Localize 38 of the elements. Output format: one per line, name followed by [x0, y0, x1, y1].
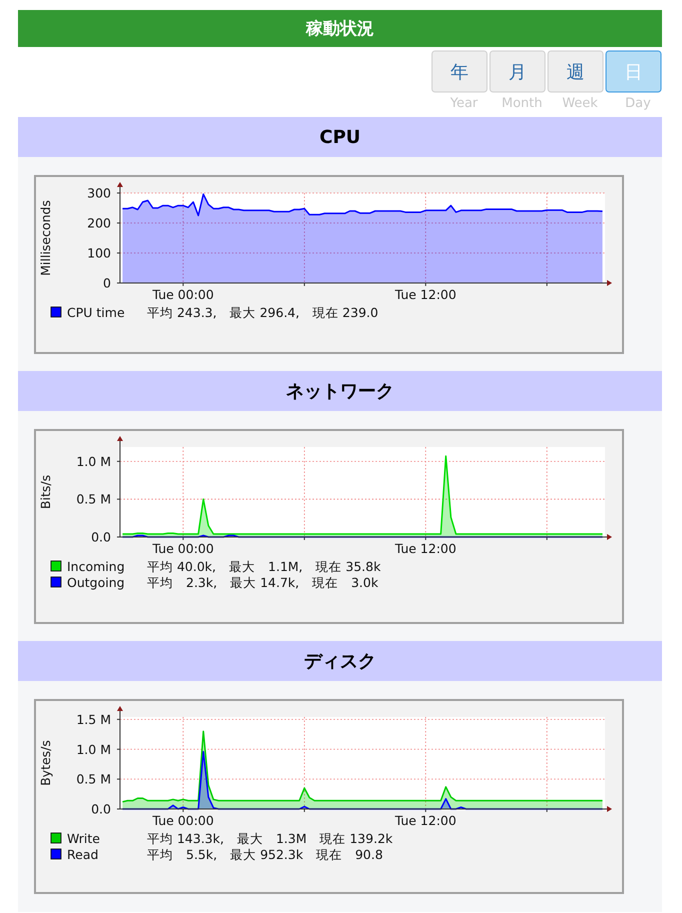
- y-axis-title: Bytes/s: [38, 740, 53, 786]
- y-tick-label: 0.0: [91, 802, 112, 816]
- y-axis-title: Milliseconds: [38, 200, 53, 276]
- x-tick-label: Tue 12:00: [394, 813, 456, 828]
- y-tick-label: 0: [103, 276, 112, 290]
- text: 月: [508, 62, 526, 83]
- y-tick-label: 1.0 M: [76, 742, 111, 757]
- x-tick-label: Tue 12:00: [394, 287, 456, 302]
- text: 平均 2.3k, 最大 14.7k, 現在 3.0k: [147, 575, 379, 590]
- legend-label: CPU time: [67, 305, 125, 320]
- x-tick-label: Tue 00:00: [151, 813, 214, 828]
- text: 平均 243.3, 最大 296.4, 現在 239.0: [147, 305, 378, 320]
- text: 平均 5.5k, 最大 952.3k 現在 90.8: [147, 847, 383, 862]
- text: 年: [450, 62, 468, 83]
- y-tick-label: 200: [87, 216, 112, 230]
- chart-title: ネットワーク: [286, 381, 394, 402]
- y-tick-label: 1.5 M: [76, 712, 111, 727]
- text: 日: [624, 62, 642, 83]
- text: 稼動状況: [305, 19, 374, 39]
- x-tick-label: Tue 00:00: [151, 287, 214, 302]
- y-tick-label: 0.5 M: [76, 772, 111, 787]
- y-tick-label: 0.5 M: [76, 492, 111, 507]
- y-axis-title: Bits/s: [38, 474, 53, 510]
- legend-label: Outgoing: [67, 575, 125, 590]
- text: 平均 40.0k, 最大 1.1M, 現在 35.8k: [147, 559, 382, 574]
- x-tick-label: Tue 00:00: [151, 541, 214, 556]
- legend-label: Write: [67, 831, 100, 846]
- text: 平均 143.3k, 最大 1.3M 現在 139.2k: [147, 831, 394, 846]
- chart-title: ディスク: [304, 651, 376, 672]
- text: 週: [566, 62, 584, 83]
- y-tick-label: 300: [87, 186, 112, 200]
- x-tick-label: Tue 12:00: [394, 541, 456, 556]
- y-tick-label: 1.0 M: [76, 454, 111, 469]
- chart-title: CPU: [319, 127, 361, 148]
- y-tick-label: 100: [87, 246, 112, 260]
- y-tick-label: 0.0: [91, 530, 112, 544]
- legend-label: Read: [67, 847, 98, 862]
- legend-label: Incoming: [67, 559, 125, 574]
